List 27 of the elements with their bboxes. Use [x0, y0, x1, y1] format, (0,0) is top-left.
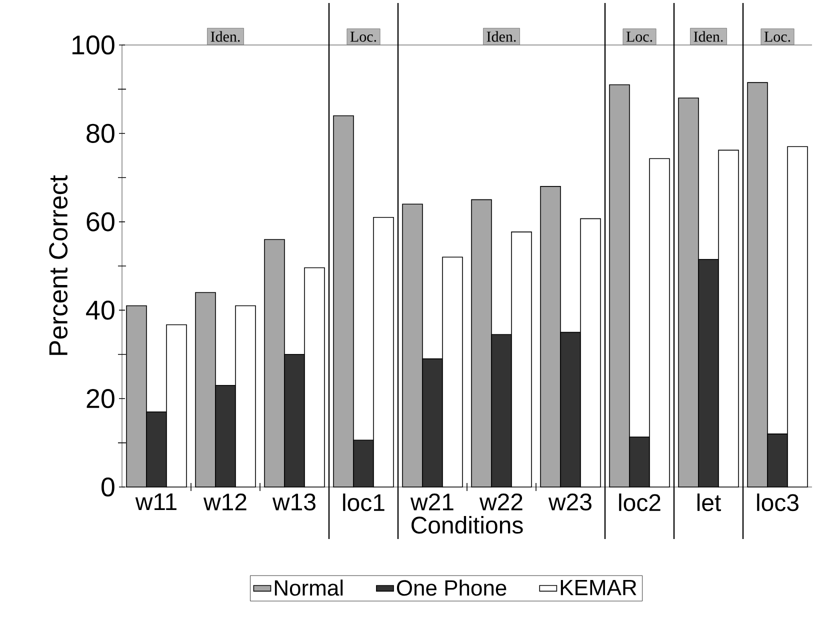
y-tick-label: 60 [86, 212, 114, 232]
x-tick-label: w23 [548, 494, 592, 511]
y-tick-label: 0 [102, 477, 114, 497]
y-tick-label: 40 [86, 300, 114, 320]
legend-label: KEMAR [560, 580, 636, 596]
x-tick-label: w12 [203, 494, 246, 510]
annotation: Iden. [694, 31, 723, 42]
legend-label: Normal [274, 580, 343, 596]
annotation: Loc. [350, 32, 376, 42]
x-tick-label: let [697, 494, 722, 512]
x-axis-title: Conditions [412, 516, 523, 534]
x-tick-label: w13 [272, 494, 316, 511]
annotation: Loc. [764, 32, 790, 42]
y-axis-title: Percent Correct [49, 175, 68, 355]
x-tick-label: loc2 [619, 494, 660, 512]
x-tick-label: loc3 [757, 494, 798, 512]
y-tick-label: 80 [86, 124, 114, 143]
annotation: Loc. [626, 32, 652, 42]
x-tick-label: w22 [479, 494, 522, 510]
annotation: Iden. [210, 31, 240, 42]
y-tick-label: 20 [86, 389, 114, 408]
x-tick-label: loc1 [343, 494, 384, 512]
legend-label: One Phone [396, 580, 506, 596]
x-tick-label: w21 [410, 494, 454, 510]
y-tick-label: 100 [72, 35, 114, 55]
annotation: Iden. [486, 31, 516, 42]
x-tick-label: w11 [135, 494, 176, 510]
